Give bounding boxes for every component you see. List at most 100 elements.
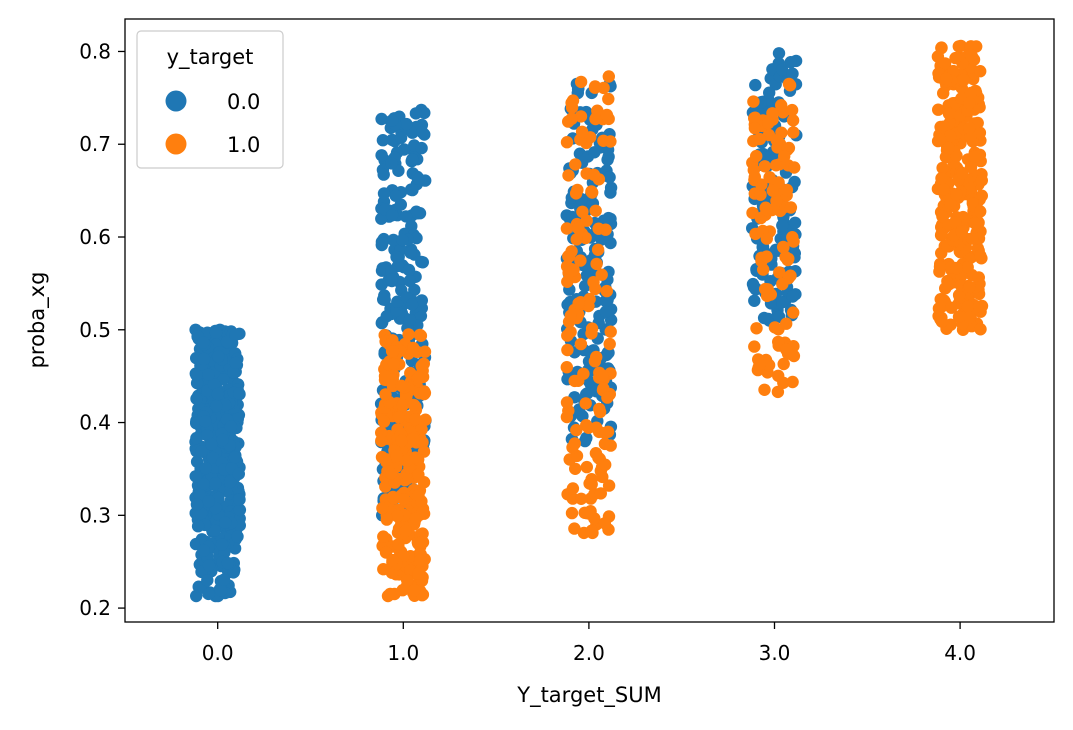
y-tick-label: 0.5 [79,318,111,342]
data-point [190,589,203,603]
data-point [416,126,429,139]
data-point [415,141,428,155]
data-point [589,204,602,217]
data-point [395,379,408,392]
data-point [399,524,412,538]
data-point [775,63,789,76]
data-point [600,108,614,122]
data-point [757,311,771,325]
y-tick-label: 0.7 [79,132,111,156]
data-point [574,110,588,123]
data-point [604,439,617,452]
data-point [190,498,204,511]
data-point [780,317,793,330]
data-point [950,149,963,162]
data-point [233,387,246,400]
data-point [770,134,783,147]
data-point [224,420,238,433]
data-point [567,263,580,277]
data-point [952,40,965,53]
data-point [233,493,246,506]
data-point [940,72,953,86]
x-tick-label: 0.0 [202,641,234,665]
data-point [389,189,402,202]
data-point [391,509,404,523]
x-axis-label: Y_target_SUM [516,683,662,708]
data-point [399,210,413,223]
x-axis: 0.0 1.0 2.0 3.0 4.0 [202,622,976,665]
data-point [401,574,414,587]
data-point [949,51,962,65]
data-point [975,174,988,187]
data-point [772,335,785,349]
data-point [233,503,247,517]
data-point [412,489,425,502]
y-tick-label: 0.3 [79,503,111,527]
data-point [376,501,389,515]
data-point [391,295,404,308]
data-point [599,294,612,308]
data-point [600,284,613,298]
data-point [603,171,616,184]
data-point [601,153,614,166]
data-point [788,161,801,174]
data-point [207,378,221,391]
data-point [788,175,801,189]
data-point [598,517,611,530]
data-point [412,468,425,481]
data-point [964,49,978,62]
y-tick-label: 0.6 [79,225,111,249]
data-point [593,402,606,416]
data-point [580,431,593,445]
data-point [588,355,602,368]
data-point [402,328,415,341]
data-point [601,391,614,404]
data-point [387,233,400,247]
data-point [415,535,428,549]
data-point [208,524,221,537]
data-point [385,157,398,170]
data-point [380,310,393,323]
data-point [785,103,799,117]
data-point [197,544,210,557]
data-point [747,95,760,108]
data-point [603,337,616,351]
data-point [935,227,948,241]
legend-frame [136,30,284,169]
data-point [776,296,789,309]
data-point [754,188,767,201]
legend: y_target 0.0 1.0 [136,30,284,169]
data-point [404,246,417,259]
data-point [584,505,597,518]
data-point [760,203,773,216]
data-point [206,451,220,464]
data-point [955,225,968,238]
data-point [788,216,802,229]
data-point [596,369,609,382]
y-tick-label: 0.8 [79,39,111,63]
data-point [759,282,772,296]
data-point [585,185,598,198]
data-point [190,431,203,445]
data-point [963,96,976,110]
data-point [403,313,417,327]
data-point [974,205,987,218]
data-point [569,158,582,171]
data-point [215,538,229,551]
data-point [232,467,245,481]
data-point [937,87,950,100]
legend-title: y_target [167,45,254,70]
data-point [786,114,800,127]
data-point [561,329,574,342]
data-point [574,254,587,267]
data-point [210,399,223,413]
data-point [758,383,771,396]
data-point [779,250,792,264]
data-point [209,326,223,339]
data-point [933,260,947,273]
data-point [599,305,612,318]
data-point [753,132,766,146]
data-point [597,81,610,95]
y-tick-label: 0.4 [79,411,111,435]
data-point [585,322,599,335]
